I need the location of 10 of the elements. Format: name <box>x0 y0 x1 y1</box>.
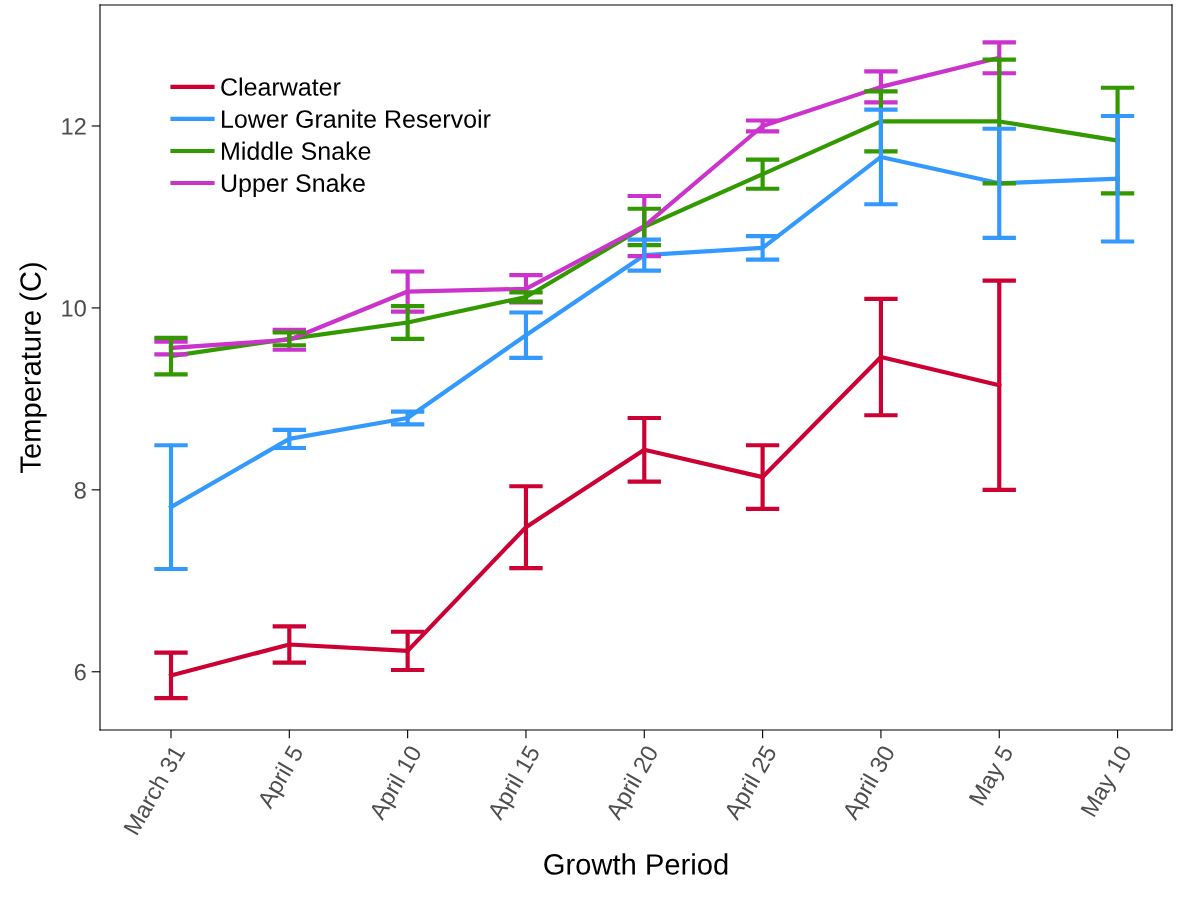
y-axis-title: Temperature (C) <box>19 263 47 473</box>
legend-label: Upper Snake <box>221 173 365 197</box>
y-tick-label: 6 <box>74 663 86 681</box>
y-tick-label: 10 <box>62 299 86 317</box>
y-tick-label: 8 <box>74 481 86 499</box>
legend-label: Middle Snake <box>222 141 371 160</box>
y-tick-label: 12 <box>62 118 86 135</box>
legend-label: Clearwater <box>221 77 341 96</box>
x-axis-title: Growth Period <box>544 853 728 875</box>
legend-label: Lower Granite Reservoir <box>222 109 491 128</box>
